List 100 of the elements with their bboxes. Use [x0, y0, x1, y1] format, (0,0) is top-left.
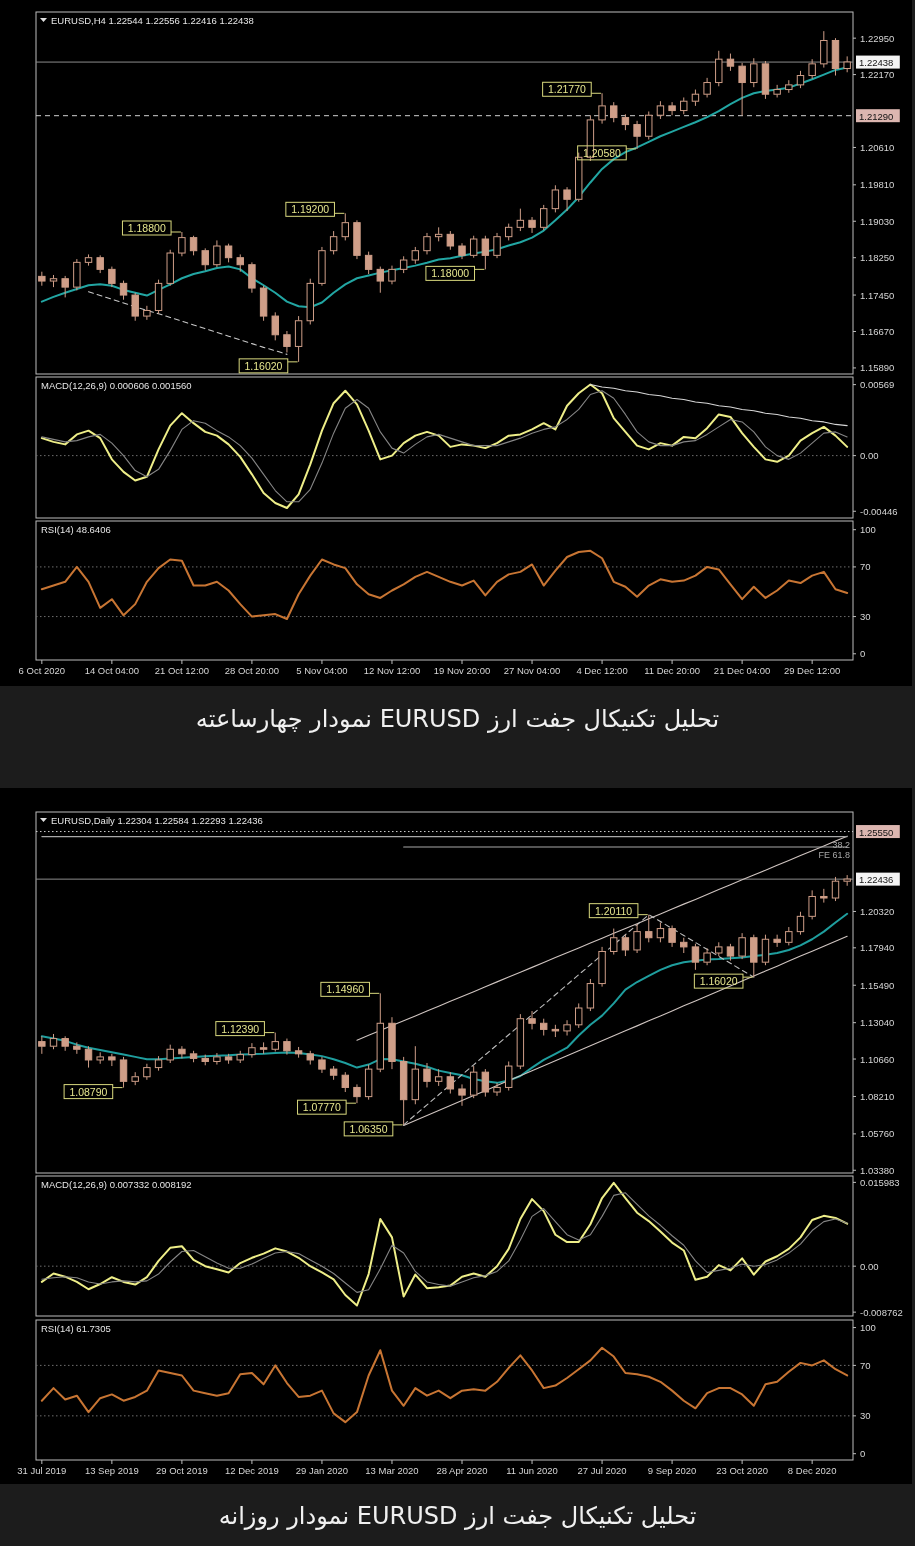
y-tick-label: 0.00569 — [860, 379, 895, 391]
line-series — [403, 914, 755, 1126]
annotation: 1.19200 — [291, 203, 330, 216]
ref-line-label: 1.22438 — [859, 56, 894, 68]
chart-title: MACD(12,26,9) 0.000606 0.001560 — [41, 380, 192, 391]
y-tick-label: 1.18250 — [860, 252, 895, 264]
line-series — [41, 1192, 848, 1293]
y-tick-label: 70 — [860, 561, 871, 573]
y-tick-label: -0.00446 — [860, 505, 898, 517]
y-tick-label: 1.13040 — [860, 1017, 895, 1029]
y-tick-label: 30 — [860, 1410, 871, 1422]
line-series — [40, 1346, 849, 1424]
x-tick-label: 5 Nov 04:00 — [296, 665, 348, 676]
candlestick — [703, 947, 711, 966]
y-tick-label: 100 — [860, 1322, 876, 1334]
y-tick-label: -0.008762 — [860, 1306, 903, 1318]
candlestick — [668, 101, 676, 116]
candlestick — [283, 1038, 291, 1056]
line-series — [40, 1181, 849, 1307]
candlestick — [423, 1062, 431, 1088]
x-tick-label: 31 Jul 2019 — [17, 1465, 67, 1476]
line-series — [40, 549, 849, 621]
annotation: 1.18000 — [431, 267, 470, 280]
candlestick — [423, 232, 431, 255]
text: تحلیل تکنیکال جفت ارز EURUSD نمودار چهارساعته — [195, 705, 720, 733]
line-series — [87, 291, 288, 355]
candlestick — [143, 305, 151, 321]
annotation: 1.12390 — [221, 1022, 260, 1035]
x-tick-label: 12 Nov 12:00 — [363, 665, 421, 676]
candlestick — [528, 216, 536, 234]
candlestick — [108, 266, 116, 288]
x-tick-label: 29 Jan 2020 — [295, 1465, 349, 1476]
candlestick — [703, 77, 711, 98]
candlestick — [493, 232, 501, 259]
annotation: 1.08790 — [69, 1085, 108, 1098]
x-tick-label: 28 Apr 2020 — [436, 1465, 488, 1476]
x-tick-label: 19 Nov 20:00 — [433, 665, 491, 676]
candlestick — [318, 246, 326, 287]
x-tick-label: 11 Jun 2020 — [506, 1465, 558, 1476]
candlestick — [645, 110, 653, 141]
chart-title: EURUSD,H4 1.22544 1.22556 1.22416 1.22438 — [51, 15, 254, 26]
x-tick-label: 12 Dec 2019 — [224, 1465, 279, 1476]
y-tick-label: 70 — [860, 1359, 871, 1371]
chart-title: MACD(12,26,9) 0.007332 0.008192 — [41, 1179, 192, 1190]
annotation: 1.07770 — [302, 1101, 341, 1114]
y-tick-label: 0 — [860, 1448, 866, 1460]
y-tick-label: 1.20610 — [860, 141, 895, 153]
candlestick — [388, 265, 396, 285]
annotation: 1.16020 — [699, 975, 738, 988]
annotation: 1.14960 — [326, 983, 365, 996]
y-tick-label: 0.00 — [860, 450, 879, 462]
candlestick — [820, 30, 828, 69]
candlestick — [458, 1083, 466, 1107]
annotation: 1.06350 — [349, 1122, 388, 1135]
candlestick — [213, 1052, 221, 1066]
y-tick-label: 1.08210 — [860, 1090, 895, 1102]
series-label: FE 61.8 — [818, 849, 850, 860]
candlestick — [84, 253, 93, 267]
annotation: 1.21770 — [547, 83, 587, 96]
y-tick-label: 1.19810 — [860, 179, 895, 191]
x-tick-label: 11 Dec 20:00 — [644, 665, 700, 676]
x-tick-label: 29 Oct 2019 — [156, 1465, 208, 1476]
candlestick — [236, 253, 244, 273]
candlestick — [73, 258, 81, 291]
candlestick — [283, 330, 291, 354]
y-tick-label: 1.20320 — [860, 905, 895, 917]
x-tick-label: 13 Sep 2019 — [84, 1465, 139, 1476]
y-tick-label: 1.10660 — [860, 1053, 895, 1065]
x-tick-label: 14 Oct 04:00 — [84, 665, 140, 676]
x-tick-label: 13 Mar 2020 — [365, 1465, 419, 1476]
candlestick — [73, 1041, 81, 1055]
y-tick-label: 1.15890 — [860, 362, 895, 374]
candlestick — [668, 925, 676, 948]
candlestick — [738, 932, 746, 960]
candlestick — [831, 37, 840, 77]
x-tick-label: 6 Oct 2020 — [18, 665, 66, 676]
chart-title: RSI(14) 61.7305 — [41, 1323, 111, 1334]
candlestick — [108, 1053, 116, 1067]
candlestick — [633, 120, 641, 150]
candlestick — [563, 1019, 571, 1037]
x-tick-label: 21 Dec 04:00 — [713, 665, 771, 676]
x-tick-label: 8 Dec 2020 — [787, 1465, 837, 1476]
candlestick — [353, 219, 361, 260]
candlestick — [773, 934, 781, 948]
series-label: 38.2 — [832, 839, 850, 850]
candlestick — [388, 1016, 396, 1070]
y-tick-label: 1.17450 — [860, 289, 895, 301]
candlestick — [353, 1083, 361, 1104]
candlestick — [213, 239, 221, 268]
candlestick — [178, 231, 186, 257]
y-tick-label: 1.15490 — [860, 979, 895, 991]
x-tick-label: 29 Dec 12:00 — [783, 665, 841, 676]
candlestick — [248, 261, 256, 294]
candlestick — [493, 1082, 501, 1097]
x-tick-label: 28 Oct 20:00 — [224, 665, 280, 676]
candlestick — [178, 1045, 186, 1059]
y-tick-label: 1.16670 — [860, 325, 895, 337]
ref-line-label: 1.21290 — [859, 110, 894, 122]
candlestick — [598, 92, 606, 125]
x-tick-label: 21 Oct 12:00 — [154, 665, 210, 676]
